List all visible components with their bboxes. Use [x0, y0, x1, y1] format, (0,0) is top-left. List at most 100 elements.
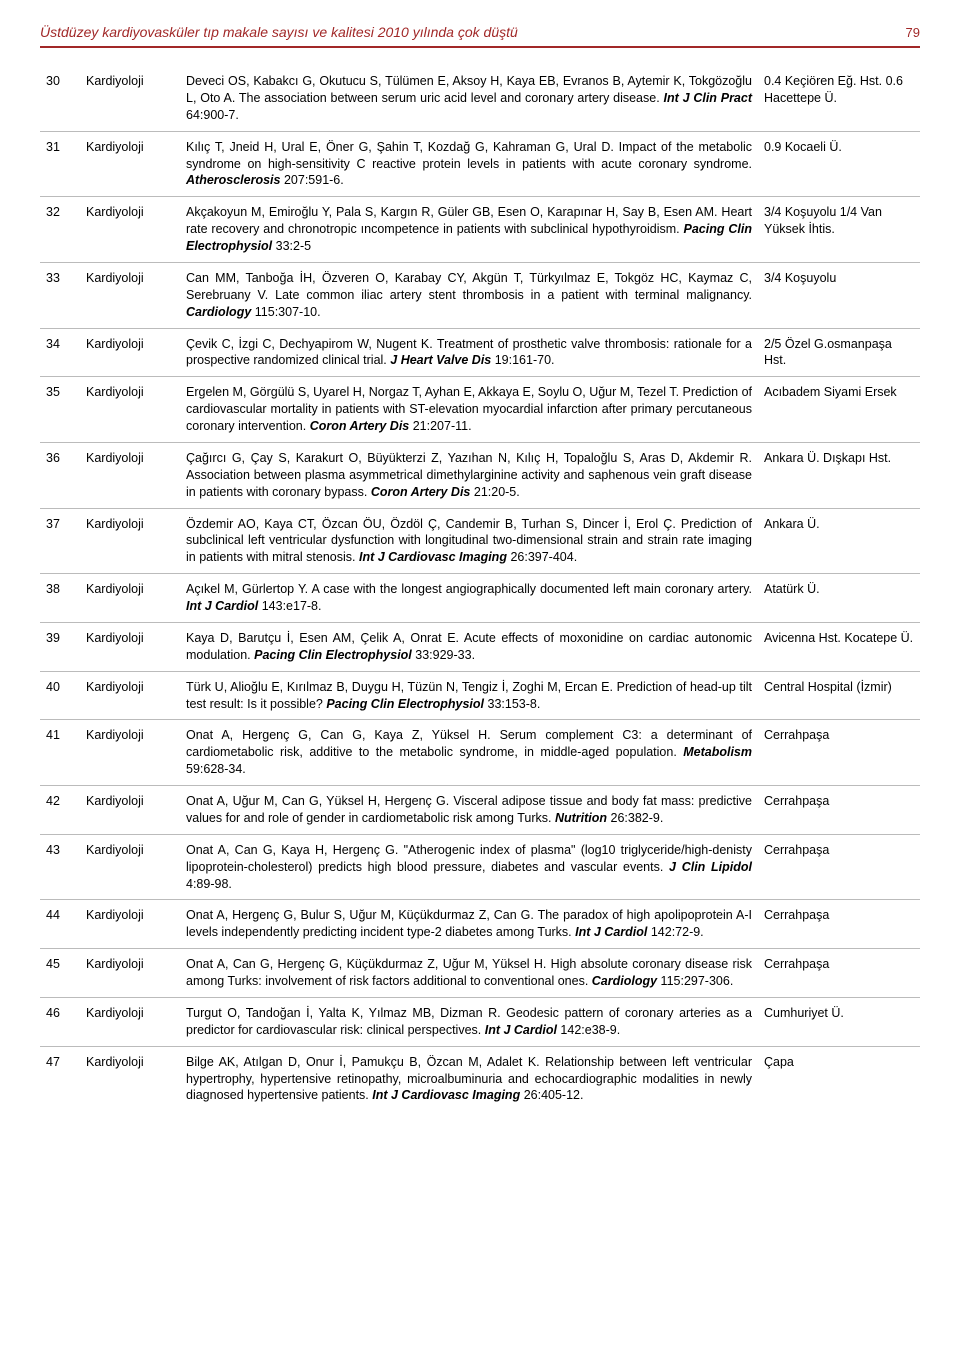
row-affiliation: Cerrahpaşa	[758, 900, 920, 949]
page-number: 79	[906, 25, 920, 40]
desc-text: Açıkel M, Gürlertop Y. A case with the l…	[186, 582, 752, 596]
row-description: Kaya D, Barutçu İ, Esen AM, Çelik A, Onr…	[180, 622, 758, 671]
row-number: 37	[40, 508, 80, 574]
journal-name: Int J Clin Pract	[664, 91, 753, 105]
row-description: Onat A, Can G, Hergenç G, Küçükdurmaz Z,…	[180, 949, 758, 998]
row-field: Kardiyoloji	[80, 197, 180, 263]
desc-suffix: 26:382-9.	[607, 811, 663, 825]
row-number: 46	[40, 997, 80, 1046]
desc-suffix: 142:72-9.	[647, 925, 703, 939]
row-description: Onat A, Can G, Kaya H, Hergenç G. "Ather…	[180, 834, 758, 900]
row-affiliation: Cerrahpaşa	[758, 949, 920, 998]
row-field: Kardiyoloji	[80, 66, 180, 131]
table-row: 30KardiyolojiDeveci OS, Kabakcı G, Okutu…	[40, 66, 920, 131]
table-row: 47KardiyolojiBilge AK, Atılgan D, Onur İ…	[40, 1046, 920, 1111]
row-number: 33	[40, 262, 80, 328]
desc-text: Turgut O, Tandoğan İ, Yalta K, Yılmaz MB…	[186, 1006, 752, 1037]
journal-name: Cardiology	[186, 305, 251, 319]
article-table: 30KardiyolojiDeveci OS, Kabakcı G, Okutu…	[40, 66, 920, 1111]
row-number: 40	[40, 671, 80, 720]
row-affiliation: Ankara Ü. Dışkapı Hst.	[758, 442, 920, 508]
row-description: Can MM, Tanboğa İH, Özveren O, Karabay C…	[180, 262, 758, 328]
row-description: Açıkel M, Gürlertop Y. A case with the l…	[180, 574, 758, 623]
row-number: 39	[40, 622, 80, 671]
row-field: Kardiyoloji	[80, 720, 180, 786]
row-number: 35	[40, 377, 80, 443]
row-field: Kardiyoloji	[80, 671, 180, 720]
row-field: Kardiyoloji	[80, 328, 180, 377]
row-description: Onat A, Uğur M, Can G, Yüksel H, Hergenç…	[180, 786, 758, 835]
desc-suffix: 33:2-5	[272, 239, 311, 253]
desc-suffix: 115:297-306.	[657, 974, 733, 988]
row-description: Türk U, Alioğlu E, Kırılmaz B, Duygu H, …	[180, 671, 758, 720]
row-affiliation: Cerrahpaşa	[758, 834, 920, 900]
row-affiliation: Acıbadem Siyami Ersek	[758, 377, 920, 443]
journal-name: Pacing Clin Electrophysiol	[326, 697, 484, 711]
page-title: Üstdüzey kardiyovasküler tıp makale sayı…	[40, 24, 518, 40]
row-description: Çevik C, İzgi C, Dechyapirom W, Nugent K…	[180, 328, 758, 377]
desc-suffix: 207:591-6.	[280, 173, 343, 187]
journal-name: Coron Artery Dis	[371, 485, 471, 499]
row-field: Kardiyoloji	[80, 262, 180, 328]
table-row: 44KardiyolojiOnat A, Hergenç G, Bulur S,…	[40, 900, 920, 949]
journal-name: Int J Cardiol	[485, 1023, 557, 1037]
desc-suffix: 142:e38-9.	[557, 1023, 620, 1037]
row-field: Kardiyoloji	[80, 786, 180, 835]
row-number: 43	[40, 834, 80, 900]
row-number: 30	[40, 66, 80, 131]
row-number: 41	[40, 720, 80, 786]
table-row: 32KardiyolojiAkçakoyun M, Emiroğlu Y, Pa…	[40, 197, 920, 263]
row-number: 32	[40, 197, 80, 263]
table-row: 42KardiyolojiOnat A, Uğur M, Can G, Yüks…	[40, 786, 920, 835]
row-field: Kardiyoloji	[80, 377, 180, 443]
journal-name: Cardiology	[592, 974, 657, 988]
journal-name: Pacing Clin Electrophysiol	[254, 648, 412, 662]
table-row: 37KardiyolojiÖzdemir AO, Kaya CT, Özcan …	[40, 508, 920, 574]
desc-suffix: 115:307-10.	[251, 305, 320, 319]
row-affiliation: 0.4 Keçiören Eğ. Hst. 0.6 Hacettepe Ü.	[758, 66, 920, 131]
row-affiliation: Avicenna Hst. Kocatepe Ü.	[758, 622, 920, 671]
table-row: 46KardiyolojiTurgut O, Tandoğan İ, Yalta…	[40, 997, 920, 1046]
desc-text: Onat A, Can G, Kaya H, Hergenç G. "Ather…	[186, 843, 752, 874]
row-field: Kardiyoloji	[80, 442, 180, 508]
row-description: Deveci OS, Kabakcı G, Okutucu S, Tülümen…	[180, 66, 758, 131]
journal-name: J Heart Valve Dis	[390, 353, 491, 367]
row-field: Kardiyoloji	[80, 997, 180, 1046]
table-row: 34KardiyolojiÇevik C, İzgi C, Dechyapiro…	[40, 328, 920, 377]
row-description: Onat A, Hergenç G, Can G, Kaya Z, Yüksel…	[180, 720, 758, 786]
row-description: Kılıç T, Jneid H, Ural E, Öner G, Şahin …	[180, 131, 758, 197]
row-affiliation: Cerrahpaşa	[758, 786, 920, 835]
row-affiliation: Central Hospital (İzmir)	[758, 671, 920, 720]
journal-name: Int J Cardiovasc Imaging	[359, 550, 507, 564]
row-number: 47	[40, 1046, 80, 1111]
row-field: Kardiyoloji	[80, 574, 180, 623]
row-number: 44	[40, 900, 80, 949]
row-field: Kardiyoloji	[80, 622, 180, 671]
row-description: Ergelen M, Görgülü S, Uyarel H, Norgaz T…	[180, 377, 758, 443]
row-field: Kardiyoloji	[80, 900, 180, 949]
desc-suffix: 64:900-7.	[186, 108, 239, 122]
journal-name: Metabolism	[683, 745, 752, 759]
row-number: 34	[40, 328, 80, 377]
desc-text: Kılıç T, Jneid H, Ural E, Öner G, Şahin …	[186, 140, 752, 171]
row-number: 42	[40, 786, 80, 835]
table-row: 33KardiyolojiCan MM, Tanboğa İH, Özveren…	[40, 262, 920, 328]
row-number: 31	[40, 131, 80, 197]
row-field: Kardiyoloji	[80, 131, 180, 197]
row-description: Onat A, Hergenç G, Bulur S, Uğur M, Küçü…	[180, 900, 758, 949]
row-description: Akçakoyun M, Emiroğlu Y, Pala S, Kargın …	[180, 197, 758, 263]
table-row: 36KardiyolojiÇağırcı G, Çay S, Karakurt …	[40, 442, 920, 508]
journal-name: Atherosclerosis	[186, 173, 280, 187]
desc-suffix: 33:153-8.	[484, 697, 540, 711]
row-affiliation: Ankara Ü.	[758, 508, 920, 574]
journal-name: Nutrition	[555, 811, 607, 825]
table-row: 45KardiyolojiOnat A, Can G, Hergenç G, K…	[40, 949, 920, 998]
desc-suffix: 4:89-98.	[186, 877, 232, 891]
row-affiliation: Atatürk Ü.	[758, 574, 920, 623]
row-description: Bilge AK, Atılgan D, Onur İ, Pamukçu B, …	[180, 1046, 758, 1111]
row-affiliation: 0.9 Kocaeli Ü.	[758, 131, 920, 197]
row-affiliation: 3/4 Koşuyolu 1/4 Van Yüksek İhtis.	[758, 197, 920, 263]
page-header: Üstdüzey kardiyovasküler tıp makale sayı…	[40, 24, 920, 48]
desc-text: Can MM, Tanboğa İH, Özveren O, Karabay C…	[186, 271, 752, 302]
journal-name: Int J Cardiovasc Imaging	[372, 1088, 520, 1102]
